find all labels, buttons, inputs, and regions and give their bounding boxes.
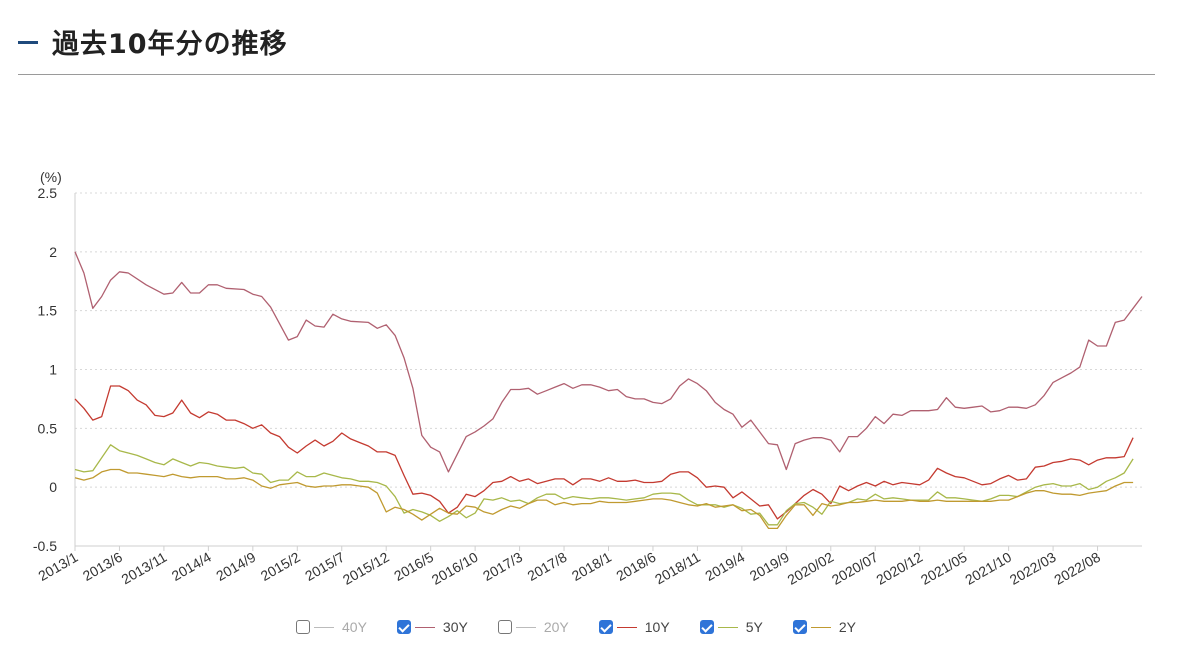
y-tick-label: 1.5 xyxy=(38,303,58,319)
y-unit-label: (%) xyxy=(40,169,62,185)
x-tick-label: 2015/12 xyxy=(340,549,392,588)
y-tick-label: 1 xyxy=(49,362,57,378)
series-line-5y xyxy=(74,444,1134,526)
x-tick-label: 2022/08 xyxy=(1051,549,1103,588)
legend-item-5y[interactable]: 5Y xyxy=(699,619,763,635)
x-tick-label: 2019/9 xyxy=(747,549,792,584)
x-tick-label: 2014/4 xyxy=(169,549,214,584)
legend-item-30y[interactable]: 30Y xyxy=(396,619,468,635)
legend-label: 20Y xyxy=(543,619,569,635)
x-tick-label: 2020/12 xyxy=(873,549,925,588)
legend-label: 30Y xyxy=(442,619,468,635)
checkbox-checked-icon[interactable] xyxy=(699,620,714,634)
legend-item-20y[interactable]: 20Y xyxy=(497,619,569,635)
x-tick-label: 2017/8 xyxy=(524,549,569,584)
x-tick-label: 2020/02 xyxy=(784,549,836,588)
legend-swatch xyxy=(717,626,738,628)
legend-item-40y[interactable]: 40Y xyxy=(296,619,367,635)
legend-swatch xyxy=(414,626,435,628)
legend-label: 40Y xyxy=(342,619,367,635)
series-line-30y xyxy=(74,251,1143,473)
section-title: 過去10年分の推移 xyxy=(52,29,288,60)
checkbox-checked-icon[interactable] xyxy=(396,620,411,634)
y-axis: -0.5 0 0.5 1 1.5 2 2.5 xyxy=(33,185,76,554)
x-tick-label: 2013/11 xyxy=(118,549,169,588)
checkbox-checked-icon[interactable] xyxy=(792,620,807,634)
x-tick-label: 2014/9 xyxy=(213,549,258,584)
x-tick-label: 2021/05 xyxy=(918,549,970,588)
legend-swatch xyxy=(810,626,831,628)
x-tick-label: 2020/07 xyxy=(829,549,881,588)
legend-label: 2Y xyxy=(838,619,856,635)
x-tick-label: 2019/4 xyxy=(702,549,747,584)
x-tick-label: 2021/10 xyxy=(962,549,1014,588)
legend-item-10y[interactable]: 10Y xyxy=(598,619,670,635)
legend-swatch xyxy=(616,626,637,628)
legend-label: 5Y xyxy=(745,619,763,635)
y-tick-label: 2 xyxy=(49,244,57,260)
x-tick-label: 2016/10 xyxy=(429,549,481,588)
x-tick-label: 2018/6 xyxy=(613,549,658,584)
gridlines xyxy=(75,192,1142,547)
series-line-10y xyxy=(74,385,1134,520)
y-tick-label: 0 xyxy=(49,479,57,495)
x-tick-label: 2015/2 xyxy=(258,549,303,584)
legend-swatch xyxy=(314,626,334,628)
x-tick-label: 2022/03 xyxy=(1007,549,1059,588)
legend: 40Y 30Y 20Y 10Y 5Y 2Y xyxy=(296,616,886,638)
x-tick-label: 2017/3 xyxy=(480,549,525,584)
series-line-2y xyxy=(74,468,1134,530)
checkbox-checked-icon[interactable] xyxy=(598,620,613,634)
header-dash-icon xyxy=(18,41,38,44)
legend-item-2y[interactable]: 2Y xyxy=(792,619,856,635)
section-header: 過去10年分の推移 xyxy=(18,22,1155,75)
legend-swatch xyxy=(515,626,536,628)
series-lines xyxy=(74,251,1143,530)
x-tick-label: 2013/6 xyxy=(80,549,125,584)
checkbox-unchecked-icon[interactable] xyxy=(497,620,512,634)
checkbox-unchecked-icon[interactable] xyxy=(296,620,310,634)
x-tick-label: 2015/7 xyxy=(302,549,347,584)
x-tick-label: 2018/1 xyxy=(569,549,614,584)
y-tick-label: -0.5 xyxy=(33,538,57,554)
legend-label: 10Y xyxy=(644,619,670,635)
y-tick-label: 0.5 xyxy=(38,420,58,436)
x-tick-label: 2016/5 xyxy=(391,549,436,584)
y-tick-label: 2.5 xyxy=(38,185,58,201)
x-tick-label: 2018/11 xyxy=(652,549,703,588)
